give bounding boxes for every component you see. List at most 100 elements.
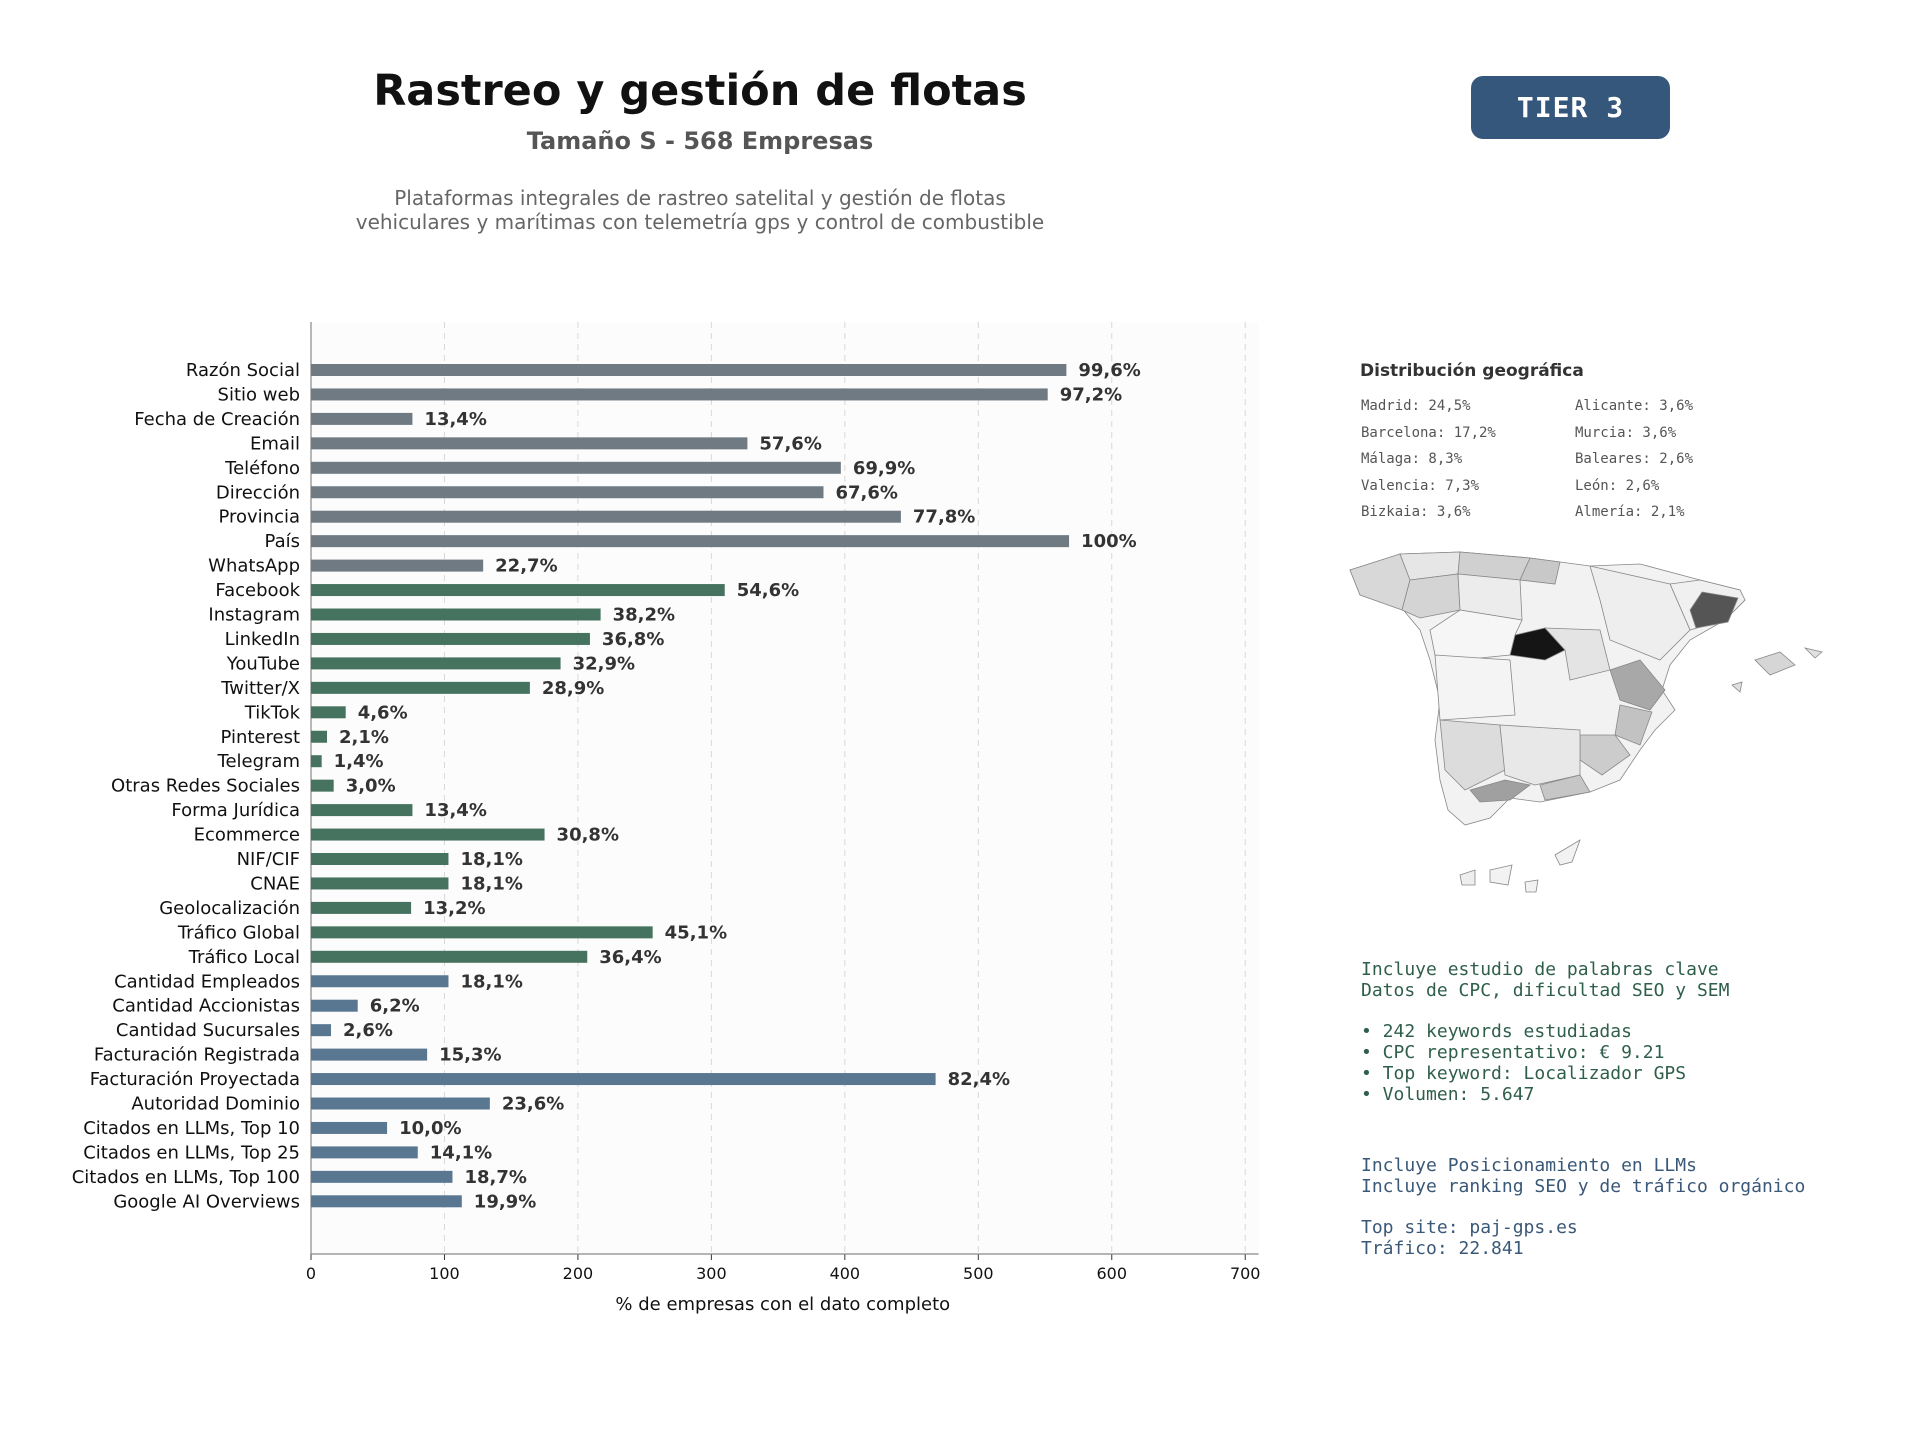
data-label: 57,6%: [759, 433, 821, 454]
data-label: 77,8%: [913, 507, 975, 528]
y-tick-label: Provincia: [218, 507, 300, 528]
llm-line: Incluye Posicionamiento en LLMs: [1361, 1155, 1697, 1176]
y-tick-label: Teléfono: [224, 458, 300, 479]
bar: [311, 926, 653, 939]
data-label: 3,0%: [346, 776, 396, 797]
y-tick-label: País: [265, 531, 300, 552]
y-tick-label: CNAE: [250, 873, 300, 894]
y-tick-label: Ecommerce: [194, 825, 300, 846]
bar: [311, 779, 334, 792]
bar: [311, 364, 1067, 376]
y-tick-label: NIF/CIF: [237, 849, 300, 870]
bar: [311, 486, 824, 499]
data-label: 36,4%: [599, 947, 661, 968]
y-tick-label: Otras Redes Sociales: [111, 776, 300, 797]
map-almeria: [1539, 774, 1591, 801]
bar: [311, 1146, 418, 1159]
bar: [311, 657, 561, 670]
y-tick-label: Razón Social: [186, 360, 300, 381]
data-label: 19,9%: [474, 1191, 536, 1212]
data-label: 6,2%: [370, 996, 420, 1017]
map-barcelona: [1689, 591, 1739, 629]
data-label: 38,2%: [613, 605, 675, 626]
y-tick-label: YouTube: [226, 653, 300, 674]
y-tick-label: Google AI Overviews: [113, 1191, 300, 1212]
x-tick-label: 700: [1230, 1264, 1261, 1283]
bar: [311, 828, 545, 841]
map-malaga: [1469, 779, 1531, 803]
data-label: 32,9%: [573, 653, 635, 674]
bar: [311, 681, 530, 694]
geo-entry: Baleares: 2,6%: [1575, 451, 1694, 467]
geo-list-col2: Alicante: 3,6% Murcia: 3,6% Baleares: 2,…: [1575, 398, 1693, 531]
page-subtitle: Tamaño S - 568 Empresas: [526, 127, 874, 155]
geo-list-col1: Madrid: 24,5% Barcelona: 17,2% Málaga: 8…: [1361, 398, 1496, 531]
map-canary-1: [1459, 869, 1476, 886]
keyword-bullet: • Volumen: 5.647: [1361, 1084, 1535, 1105]
y-tick-label: Facturación Registrada: [94, 1045, 300, 1066]
map-valencia: [1609, 659, 1666, 711]
bar: [311, 461, 841, 474]
bar: [311, 853, 449, 865]
page-title: Rastreo y gestión de flotas: [373, 66, 1027, 116]
y-tick-label: Dirección: [216, 482, 300, 503]
top-site-traffic: Tráfico: 22.841: [1361, 1238, 1524, 1259]
keyword-info: Incluye estudio de palabras clave Datos …: [1361, 959, 1729, 1105]
description-line-1: Plataformas integrales de rastreo sateli…: [394, 186, 1006, 210]
map-menorca: [1803, 647, 1823, 659]
map-canary-2: [1489, 864, 1513, 886]
bar: [311, 999, 358, 1012]
y-tick-label: Geolocalización: [159, 898, 300, 919]
y-tick-label: Facebook: [215, 580, 300, 601]
data-label: 13,4%: [424, 800, 486, 821]
map-cuenca: [1544, 627, 1611, 681]
y-tick-label: Sitio web: [218, 384, 300, 405]
data-label: 18,7%: [464, 1167, 526, 1188]
y-tick-label: Tráfico Local: [188, 947, 300, 968]
sector-description: Plataformas integrales de rastreo sateli…: [300, 186, 1100, 234]
spain-choropleth-map: [1349, 551, 1823, 893]
map-extremadura: [1434, 654, 1516, 721]
geo-entry: León: 2,6%: [1575, 477, 1660, 494]
bar: [311, 1073, 936, 1086]
bar: [311, 510, 901, 523]
geo-entry: Murcia: 3,6%: [1575, 424, 1677, 441]
bar: [311, 584, 725, 597]
bar: [311, 608, 601, 621]
llm-info: Incluye Posicionamiento en LLMs Incluye …: [1361, 1155, 1805, 1259]
data-label: 18,1%: [460, 971, 522, 992]
map-leon: [1401, 573, 1461, 619]
y-tick-label: Twitter/X: [220, 678, 300, 699]
y-tick-label: TikTok: [244, 702, 301, 723]
bar: [311, 1097, 490, 1110]
bar: [311, 1024, 332, 1037]
data-label: 22,7%: [495, 556, 557, 577]
bar: [311, 804, 413, 817]
keyword-bullet: • CPC representativo: € 9.21: [1361, 1042, 1665, 1063]
map-canary-3: [1524, 879, 1539, 893]
data-label: 18,1%: [460, 849, 522, 870]
map-bizkaia: [1519, 557, 1561, 585]
y-tick-label: WhatsApp: [208, 556, 300, 577]
y-tick-label: Citados en LLMs, Top 25: [83, 1142, 300, 1163]
map-alicante: [1614, 704, 1653, 746]
top-site: Top site: paj-gps.es: [1361, 1217, 1578, 1238]
bar: [311, 1195, 462, 1208]
data-label: 36,8%: [602, 629, 664, 650]
geo-entry: Barcelona: 17,2%: [1361, 424, 1496, 441]
geo-entry: Málaga: 8,3%: [1361, 451, 1463, 467]
x-tick-label: 500: [963, 1264, 994, 1283]
map-andalucia-east: [1499, 724, 1581, 786]
bar: [311, 559, 484, 572]
keyword-line: Incluye estudio de palabras clave: [1361, 959, 1719, 980]
data-label: 4,6%: [358, 702, 408, 723]
geo-entry: Almería: 2,1%: [1575, 504, 1685, 520]
data-label: 2,1%: [339, 727, 389, 748]
bar: [311, 388, 1048, 401]
data-label: 10,0%: [399, 1118, 461, 1139]
bar: [311, 877, 449, 890]
y-tick-label: LinkedIn: [225, 629, 300, 650]
x-axis-label: % de empresas con el dato completo: [615, 1294, 950, 1315]
y-tick-label: Email: [250, 433, 300, 454]
bar: [311, 950, 588, 963]
